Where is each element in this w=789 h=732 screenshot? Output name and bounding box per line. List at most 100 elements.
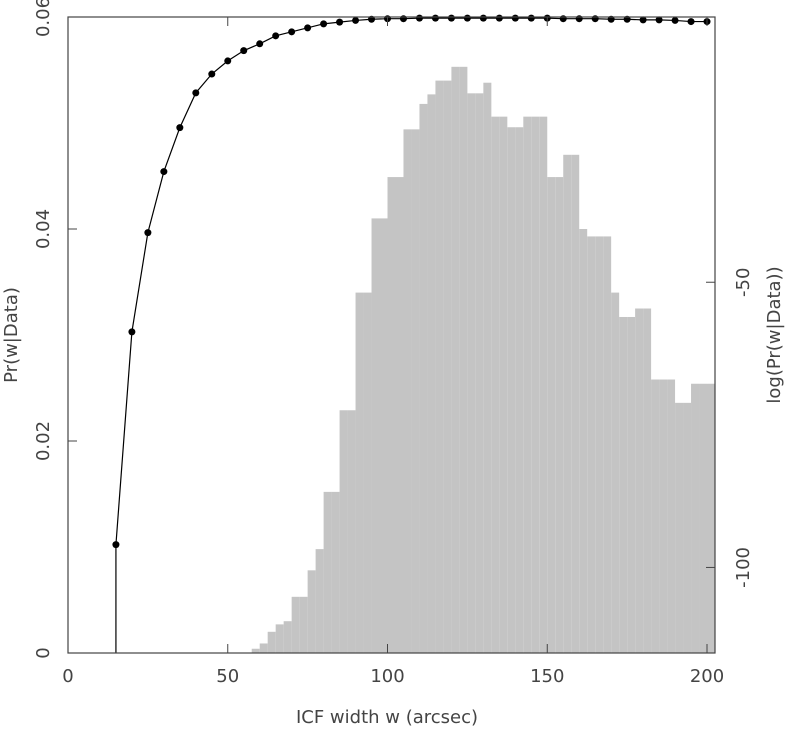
x-tick-label: 100 [370, 666, 404, 687]
point [208, 70, 216, 78]
histogram-bar [283, 621, 292, 653]
histogram-bar [611, 292, 620, 653]
y2-axis-label: log(Pr(w|Data)) [764, 266, 785, 403]
histogram-bar [467, 93, 476, 653]
point [495, 14, 503, 22]
x-tick-label: 0 [62, 666, 73, 687]
histogram-bar [563, 154, 572, 654]
histogram-bar [691, 383, 700, 653]
y2-tick-label: -50 [733, 268, 754, 297]
point [224, 57, 232, 65]
point [304, 24, 312, 32]
histogram-bar [387, 177, 396, 653]
histogram-bar [475, 93, 484, 653]
point [639, 16, 647, 24]
y-tick-label: 0.04 [33, 209, 54, 249]
point [336, 18, 344, 26]
point [671, 16, 679, 24]
histogram-bar [539, 116, 548, 653]
point [511, 14, 519, 22]
x-tick-label: 150 [530, 666, 564, 687]
histogram-bar [315, 549, 324, 653]
point [256, 40, 264, 48]
histogram-bar [339, 410, 348, 653]
histogram-bar [579, 229, 588, 653]
histogram-bar [403, 129, 412, 654]
point [272, 32, 280, 40]
histogram-bar [555, 177, 564, 653]
histogram-bar [483, 82, 492, 654]
point [447, 14, 455, 22]
y2-tick-label: -100 [733, 547, 754, 588]
histogram-bar [363, 292, 372, 653]
plot-frame [67, 16, 716, 654]
histogram-bar [627, 316, 636, 653]
histogram-bar [547, 177, 556, 653]
histogram-bar [323, 491, 332, 653]
histogram-bar [435, 80, 444, 654]
point [655, 16, 663, 24]
histogram-bar [675, 402, 684, 653]
point [240, 47, 248, 55]
histogram-bar [643, 308, 652, 653]
point [128, 328, 136, 336]
x-tick-label: 200 [690, 666, 724, 687]
histogram-bar [443, 80, 452, 654]
point [463, 14, 471, 22]
point [575, 15, 583, 23]
histogram-bar [419, 103, 428, 654]
histogram-bar [523, 116, 532, 653]
x-axis-label: ICF width w (arcsec) [296, 707, 478, 728]
histogram-bar [491, 116, 500, 653]
histogram-bar [371, 218, 380, 653]
x-tick-label: 50 [216, 666, 239, 687]
histogram-bar [331, 491, 340, 653]
point [479, 14, 487, 22]
histogram-bar [683, 402, 692, 653]
point [591, 15, 599, 23]
point [160, 168, 168, 176]
histogram-bar [515, 127, 524, 654]
histogram-bar [707, 383, 715, 653]
histogram-bar [355, 292, 364, 653]
histogram-bar [411, 129, 420, 654]
histogram-bar [571, 154, 580, 654]
histogram-bar [459, 66, 468, 653]
point [415, 14, 423, 22]
histogram-bar [659, 379, 668, 653]
histogram-bar [507, 127, 516, 654]
point [192, 89, 200, 97]
point [559, 15, 567, 23]
point [399, 15, 407, 23]
point [176, 124, 184, 132]
histogram-bar [307, 570, 316, 653]
histogram-bar [267, 631, 276, 653]
histogram-bar [275, 624, 284, 653]
y-tick-label: 0.02 [33, 421, 54, 461]
histogram-bar [427, 94, 436, 653]
histogram-bar [299, 596, 308, 653]
histogram-bar [347, 410, 356, 653]
point [288, 28, 296, 36]
histogram-bar [291, 596, 300, 653]
histogram-bar [379, 218, 388, 653]
point [352, 16, 360, 24]
histogram-bar [259, 643, 268, 653]
histogram-bar [699, 383, 708, 653]
histogram-bar [251, 648, 260, 653]
point [687, 18, 695, 26]
histogram-bar [395, 177, 404, 653]
point [527, 14, 535, 22]
histogram-bar [603, 236, 612, 654]
point [144, 229, 152, 237]
histogram-bar [635, 308, 644, 653]
y-tick-label: 0 [33, 647, 54, 658]
histogram-bar [499, 116, 508, 653]
y-axis-label: Pr(w|Data) [1, 287, 22, 383]
histogram-bar [619, 316, 628, 653]
histogram-bar [595, 236, 604, 654]
point [431, 14, 439, 22]
histogram-bar [531, 116, 540, 653]
point [320, 20, 328, 28]
